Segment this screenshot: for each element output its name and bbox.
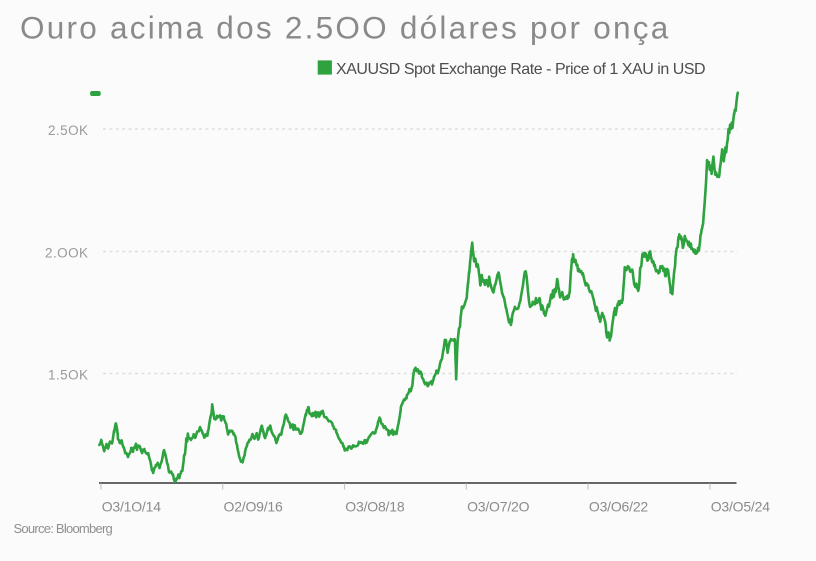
svg-text:XAUUSD Spot Exchange Rate - Pr: XAUUSD Spot Exchange Rate - Price of 1 X… [336,61,705,78]
svg-text:O2/O9/16: O2/O9/16 [224,499,284,515]
svg-text:2.OOK: 2.OOK [45,246,89,261]
svg-text:O3/O5/24: O3/O5/24 [711,499,771,515]
svg-text:Source: Bloomberg: Source: Bloomberg [14,521,113,536]
svg-text:2.5OK: 2.5OK [48,123,89,138]
svg-text:1.5OK: 1.5OK [48,368,89,383]
svg-text:O3/O6/22: O3/O6/22 [589,499,649,515]
svg-text:O3/O8/18: O3/O8/18 [345,499,405,515]
svg-text:O3/1O/14: O3/1O/14 [102,499,162,515]
svg-text:O3/O7/2O: O3/O7/2O [467,499,530,515]
svg-text:Ouro acima dos 2.5OO dólares p: Ouro acima dos 2.5OO dólares por onça [20,9,671,45]
